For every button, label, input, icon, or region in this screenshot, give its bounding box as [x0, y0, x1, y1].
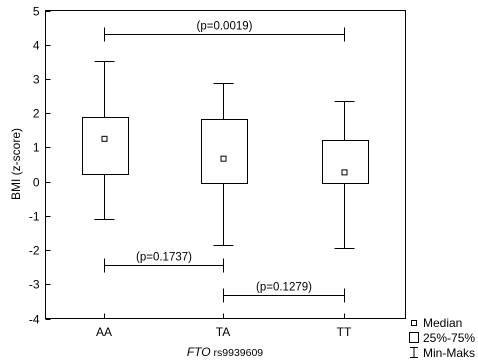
legend-iqr-symbol	[409, 332, 419, 343]
x-axis-title-gene: FTO	[187, 345, 211, 359]
y-axis-title: BMI (z-score)	[9, 128, 23, 200]
y-tick-label: 2	[33, 107, 40, 121]
p-value-label: (p=0.1737)	[136, 252, 192, 264]
y-tick-label: 5	[33, 5, 40, 19]
y-tick-label: -4	[29, 313, 40, 327]
y-tick-label: 4	[33, 39, 40, 53]
p-value-label: (p=0.0019)	[197, 21, 253, 33]
y-tick-label: 0	[33, 176, 40, 190]
x-axis: AA TA TT	[96, 313, 352, 339]
y-tick-label: 3	[33, 73, 40, 87]
x-axis-title-snp: rs9939609	[211, 347, 264, 359]
x-axis-title: FTO rs9939609	[187, 345, 263, 359]
box-tt	[322, 101, 369, 249]
box-series	[82, 61, 369, 249]
box-aa	[82, 61, 129, 220]
legend: Median 25%-75% Min-Maks	[409, 316, 475, 360]
median-marker	[341, 169, 348, 176]
comparison-aa-tt: (p=0.0019)	[104, 21, 345, 42]
iqr-box	[82, 117, 129, 175]
legend-median-label: Median	[423, 316, 462, 330]
comparison-ta-tt: (p=0.1279)	[223, 282, 345, 303]
comparison-aa-ta: (p=0.1737)	[104, 252, 224, 273]
median-marker	[220, 155, 227, 162]
y-axis: 5 4 3 2 1 0 -1 -2 -3 -4	[29, 5, 51, 327]
y-tick-label: -2	[29, 244, 40, 258]
x-tick-label: TA	[216, 325, 230, 339]
legend-median-symbol	[411, 320, 417, 326]
box-ta	[201, 83, 248, 246]
x-tick-label: AA	[96, 325, 112, 339]
p-value-label: (p=0.1279)	[256, 282, 312, 294]
y-tick-label: 1	[33, 141, 40, 155]
iqr-box	[201, 119, 248, 184]
median-marker	[101, 135, 108, 142]
iqr-box	[322, 140, 369, 184]
legend-range-symbol	[410, 347, 418, 358]
legend-iqr-label: 25%-75%	[423, 331, 475, 345]
y-tick-label: -3	[29, 278, 40, 292]
x-tick-label: TT	[337, 325, 352, 339]
comparison-brackets: (p=0.0019) (p=0.1737) (p=0.1279)	[104, 21, 345, 303]
plot-frame	[45, 10, 406, 319]
y-tick-label: -1	[29, 210, 40, 224]
legend-range-label: Min-Maks	[423, 346, 475, 360]
